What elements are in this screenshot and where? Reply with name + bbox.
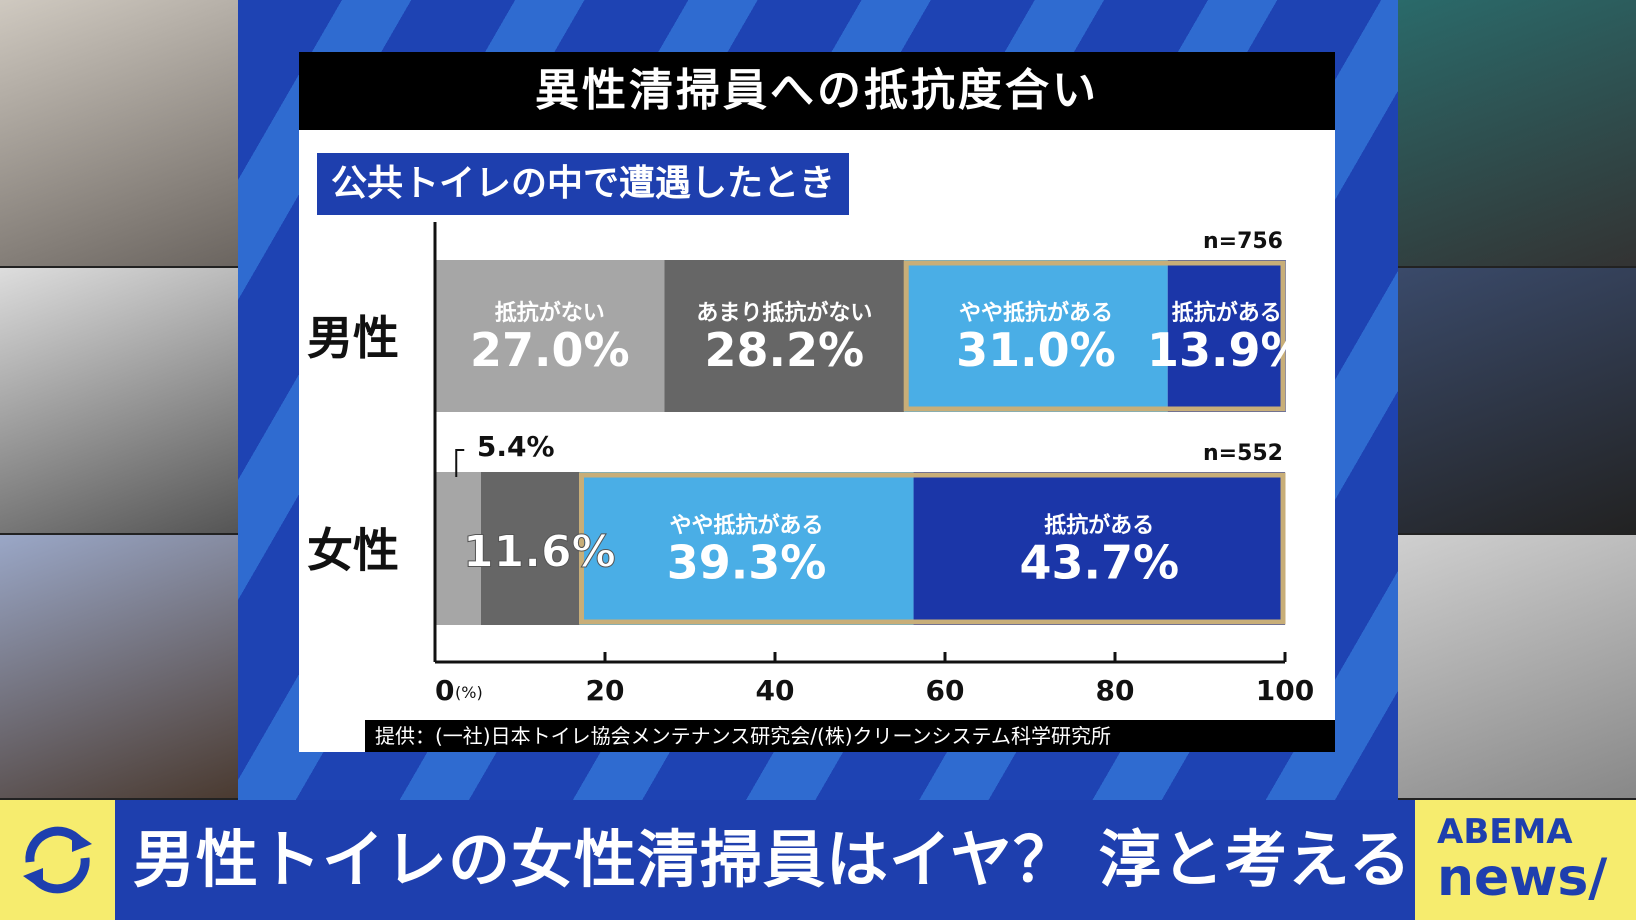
x-tick-label: 40: [756, 674, 795, 707]
callout-line: [455, 449, 465, 477]
series-label: 抵抗がある: [1044, 513, 1154, 539]
video-tile-panelist-6: [1398, 535, 1636, 800]
series-label: 抵抗がある: [1172, 300, 1282, 326]
bar-segment: [904, 260, 1168, 412]
video-tile-panelist-3: [0, 535, 238, 800]
data-label: 13.9%: [1147, 323, 1307, 377]
x-tick-label: 20: [586, 674, 625, 707]
headline-banner: 男性トイレの女性清掃員はイヤ？ 淳と考える: [115, 800, 1415, 920]
sample-size-label: n=552: [1203, 441, 1283, 466]
series-label: やや抵抗がある: [959, 300, 1113, 326]
video-tile-panelist-2: [0, 268, 238, 535]
bar-segment: [435, 472, 481, 625]
x-tick-label: 0: [435, 674, 454, 707]
bar-segment: [664, 260, 905, 412]
x-tick-label: 80: [1096, 674, 1135, 707]
video-tile-panelist-4: [1398, 0, 1636, 268]
logo-news: news/: [1437, 848, 1608, 908]
bar-segment: [579, 472, 914, 625]
data-label: 43.7%: [1019, 536, 1179, 590]
x-tick-label: 60: [926, 674, 965, 707]
chart-panel: 異性清掃員への抵抗度合い 公共トイレの中で遭遇したとき 男性 n=756 抵抗がない…: [299, 52, 1335, 752]
sample-size-label: n=756: [1203, 229, 1283, 254]
chart-title: 異性清掃員への抵抗度合い: [299, 52, 1335, 130]
category-label: 女性: [307, 524, 399, 578]
video-tile-panelist-1: [0, 0, 238, 268]
highlight-outline: [903, 260, 1286, 412]
category-label: 男性: [307, 311, 399, 365]
refresh-icon: [23, 826, 92, 894]
refresh-badge: [0, 800, 115, 920]
bar-segment: [435, 260, 665, 412]
abema-news-logo: ABEMA news/: [1415, 800, 1636, 920]
series-label: あまり抵抗がない: [696, 300, 872, 326]
data-label: 39.3%: [667, 536, 827, 590]
x-tick-label: 100: [1256, 674, 1314, 707]
data-label: 27.0%: [470, 323, 630, 377]
stacked-bar-chart: 男性n=756抵抗がない27.0%あまり抵抗がない28.2%やや抵抗がある31.…: [307, 222, 1314, 707]
data-label: 5.4%: [477, 430, 555, 463]
data-label: 11.6%: [463, 527, 616, 578]
data-label: 31.0%: [956, 323, 1116, 377]
series-label: 抵抗がない: [495, 300, 605, 326]
video-tile-panelist-5: [1398, 268, 1636, 535]
data-label: 28.2%: [705, 323, 865, 377]
bar-segment: [913, 472, 1285, 625]
x-unit-label: (%): [455, 683, 483, 702]
series-label: やや抵抗がある: [670, 513, 824, 539]
bar-segment: [480, 472, 580, 625]
highlight-outline: [579, 472, 1286, 625]
chart-subtitle: 公共トイレの中で遭遇したとき: [317, 153, 850, 215]
logo-abema: ABEMA: [1437, 812, 1573, 852]
source-credit: 提供：(一社)日本トイレ協会メンテナンス研究会/(株)クリーンシステム科学研究所: [365, 720, 1335, 752]
bar-segment: [1167, 260, 1286, 412]
